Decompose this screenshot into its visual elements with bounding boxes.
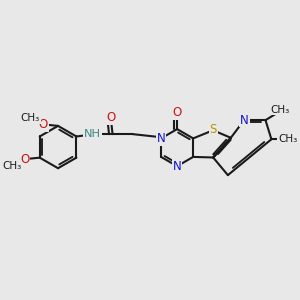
Text: N: N (240, 114, 249, 127)
Text: CH₃: CH₃ (270, 105, 290, 115)
Text: CH₃: CH₃ (278, 134, 297, 144)
Text: S: S (209, 123, 217, 136)
Text: O: O (39, 118, 48, 131)
Text: O: O (172, 106, 182, 119)
Text: O: O (106, 111, 116, 124)
Text: CH₃: CH₃ (21, 113, 40, 123)
Text: NH: NH (84, 129, 101, 139)
Text: N: N (173, 160, 182, 173)
Text: CH₃: CH₃ (2, 160, 22, 171)
Text: N: N (157, 132, 166, 145)
Text: O: O (20, 153, 30, 166)
